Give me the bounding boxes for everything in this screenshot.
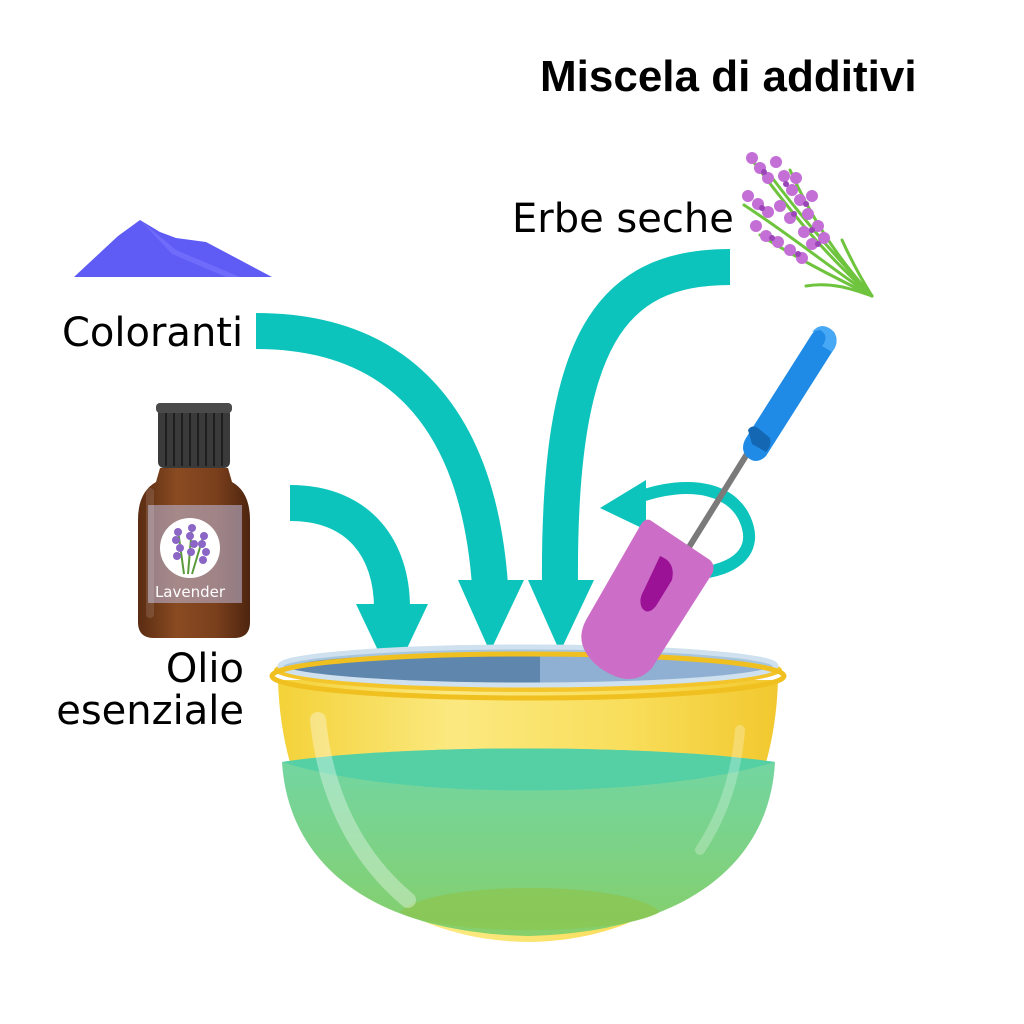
arrow-essential-oil bbox=[289, 485, 428, 680]
label-dried-herbs: Erbe seche bbox=[512, 196, 734, 242]
mixing-bowl bbox=[269, 644, 787, 942]
label-essential-oil-line2: esenziale bbox=[56, 688, 244, 734]
lavender-herbs-icon bbox=[742, 152, 874, 298]
arrow-colorants bbox=[255, 313, 524, 652]
label-essential-oil-line1: Olio bbox=[165, 646, 244, 692]
essential-oil-bottle-icon: Lavender bbox=[138, 403, 250, 638]
label-colorants: Coloranti bbox=[62, 310, 244, 356]
arrow-dried-herbs bbox=[528, 249, 731, 652]
immersion-blender-icon bbox=[581, 326, 837, 679]
page-title: Miscela di additivi bbox=[540, 52, 917, 101]
bottle-label-text: Lavender bbox=[155, 583, 226, 601]
label-essential-oil: Olio esenziale bbox=[56, 648, 244, 732]
colorant-powder-icon bbox=[74, 220, 272, 277]
